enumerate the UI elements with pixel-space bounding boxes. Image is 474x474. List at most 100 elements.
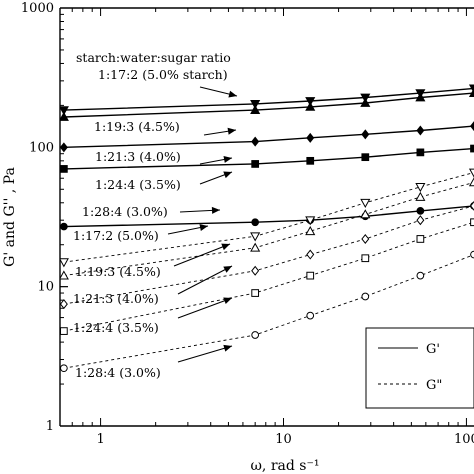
annotations: starch:water:sugar ratio 1:17:2 (5.0% sta… [73,50,238,380]
annotation-arrow-line [177,345,233,363]
data-point [470,144,474,153]
data-point [250,242,261,252]
series-7 [60,200,474,310]
data-point [468,168,474,178]
data-point [251,218,260,227]
data-point [416,125,425,136]
data-point [468,177,474,187]
annotation-arrow-head [228,90,237,98]
data-point [415,92,426,102]
data-point [251,136,260,147]
data-point [360,97,371,107]
data-point [305,216,316,226]
annotation-arrow-head [223,171,232,179]
data-point [306,311,315,320]
legend: G' G" [365,327,474,409]
data-point [416,271,425,280]
series-9 [60,250,474,373]
series-line [63,87,474,111]
annotation-arrow-head [223,297,232,305]
data-point [60,327,68,335]
y-tick-label: 1000 [21,1,54,16]
series-1 [60,87,474,121]
data-point [361,292,370,301]
series-2 [60,121,474,153]
data-point [250,104,261,114]
series-line [63,205,474,228]
data-point [469,200,474,211]
annotation-label: 1:28:4 (3.0%) [82,204,168,219]
annotation-header: starch:water:sugar ratio [76,50,231,65]
data-point [250,232,261,242]
data-point [251,289,260,297]
data-point [306,132,315,143]
annotation-label: 1:28:4 (3.0%) [75,365,161,380]
data-point [60,142,68,153]
data-point [251,160,260,168]
data-point [416,215,425,226]
data-point [415,191,426,201]
series-line [63,92,474,118]
annotation-label: 1:24:4 (3.5%) [73,320,159,335]
data-point [306,156,315,165]
annotation-arrow-head [223,266,232,273]
data-point [361,153,370,162]
series-line [63,125,474,148]
data-point [251,265,260,276]
annotation-label: 1:17:2 (5.0% starch) [98,67,228,82]
data-point [60,258,69,268]
legend-label: G" [426,378,442,393]
data-point [361,254,370,263]
data-point [306,249,315,260]
y-axis-label: G' and G'' , Pa [2,167,18,267]
data-point [361,233,370,244]
series-8 [60,218,474,335]
data-point [360,198,371,209]
data-point [251,331,260,339]
annotation-arrow-head [199,224,208,232]
series-line [63,147,474,170]
data-point [305,97,316,107]
x-tick-label: 10 [275,432,292,447]
data-point [360,209,371,219]
annotation-arrow-line [177,297,233,319]
annotation-label: 1:17:2 (5.0%) [73,228,159,243]
legend-box [365,327,474,409]
series-line [63,172,474,263]
data-point [60,222,68,231]
data-point [361,129,370,140]
annotation-label: 1:21:3 (4.0%) [73,291,159,306]
y-tick-label: 10 [37,280,54,295]
data-point [415,183,426,193]
x-tick-label: 100 [454,432,474,447]
annotation-label: 1:19:3 (4.5%) [75,264,161,279]
annotation-arrow-head [211,206,220,214]
data-point [60,364,68,373]
annotation-arrow-head [223,344,232,352]
data-point [470,250,474,259]
data-point [469,121,474,132]
series-6 [60,177,474,280]
data-point [416,235,425,243]
x-tick-label: 1 [96,432,104,447]
annotation-arrow-line [173,243,231,267]
series-line [63,254,474,369]
axis-ticks: 1 10 100 1000 1 10 100 [21,1,474,447]
annotation-label: 1:24:4 (3.5%) [95,177,181,192]
data-series [60,84,474,373]
annotation-arrow-line [177,265,233,295]
data-point [305,225,316,236]
plot-frame [59,7,474,427]
annotation-label: 1:19:3 (4.5%) [94,119,180,134]
data-point [60,270,69,280]
data-point [416,148,425,157]
y-tick-label: 100 [29,140,54,155]
data-point [470,218,474,227]
data-point [250,100,261,110]
data-point [468,87,474,97]
x-axis-label: ω, rad s⁻¹ [251,458,320,474]
series-line [63,205,474,305]
annotation-arrow-head [227,127,236,135]
series-line [63,221,474,332]
